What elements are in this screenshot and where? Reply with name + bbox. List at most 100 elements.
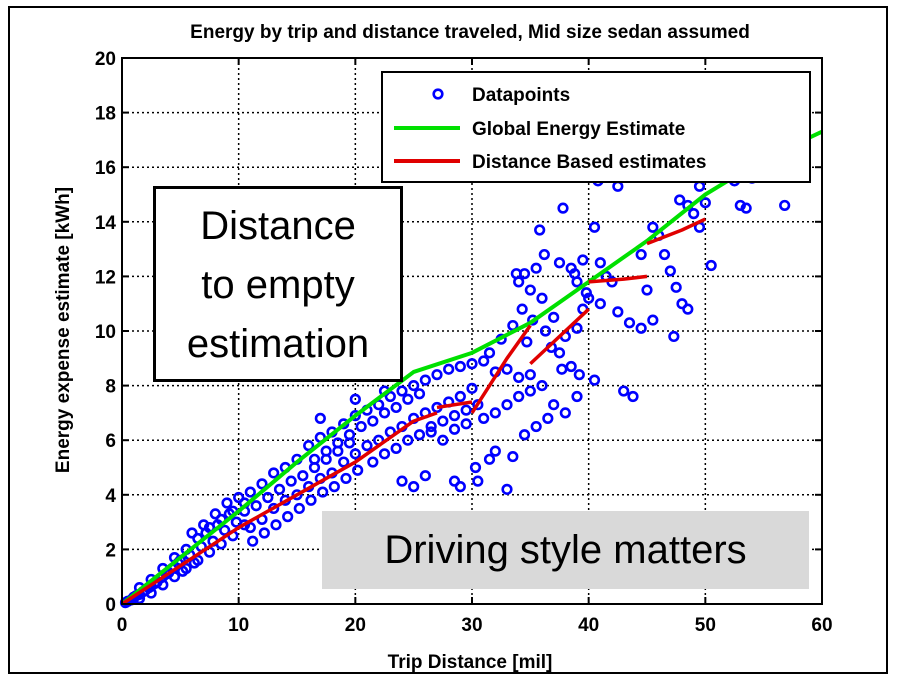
datapoint <box>297 470 309 482</box>
y-axis-label: Energy expense estimate [kWh] <box>53 187 74 473</box>
datapoint <box>145 587 157 599</box>
distance-estimate-segment <box>436 400 473 410</box>
datapoint <box>478 355 490 367</box>
datapoint <box>534 224 546 236</box>
datapoint <box>524 385 536 397</box>
legend-label: Distance Based estimates <box>472 152 706 173</box>
y-tick-label: 18 <box>95 104 116 125</box>
datapoint <box>740 202 752 214</box>
y-tick-label: 12 <box>95 267 116 288</box>
datapoint <box>244 486 256 498</box>
datapoint <box>466 382 478 394</box>
datapoint <box>437 434 449 446</box>
datapoint <box>454 481 466 493</box>
callout-line-3: estimation <box>186 322 370 366</box>
datapoint <box>612 306 624 318</box>
datapoint <box>384 390 396 403</box>
datapoint <box>221 497 233 509</box>
datapoint <box>390 401 402 414</box>
datapoint <box>448 410 461 422</box>
datapoint <box>627 390 639 403</box>
datapoint <box>425 420 437 433</box>
datapoint <box>571 390 583 403</box>
datapoint <box>157 579 169 591</box>
datapoint <box>513 371 525 384</box>
datapoint <box>413 429 426 441</box>
datapoint <box>682 303 694 315</box>
y-tick-label: 2 <box>105 540 116 561</box>
datapoint <box>524 369 536 381</box>
datapoint <box>396 385 408 397</box>
datapoint <box>367 456 379 468</box>
datapoint <box>198 519 210 531</box>
driving-style-callout: Driving style matters <box>322 511 809 589</box>
datapoint <box>303 440 315 452</box>
datapoint <box>408 481 420 493</box>
datapoint <box>349 448 361 460</box>
datapoint <box>478 412 490 424</box>
datapoint <box>425 426 437 438</box>
x-tick-label: 0 <box>117 615 128 636</box>
datapoint <box>454 390 466 403</box>
datapoint <box>314 412 326 424</box>
datapoint <box>338 456 350 468</box>
datapoint <box>536 292 548 304</box>
datapoint <box>448 423 461 435</box>
datapoint <box>273 483 286 495</box>
datapoint <box>513 390 525 403</box>
datapoint <box>618 385 630 397</box>
datapoint <box>580 287 592 299</box>
y-tick-label: 6 <box>105 431 116 452</box>
datapoint <box>460 418 472 430</box>
y-tick-label: 14 <box>95 213 117 234</box>
datapoint <box>244 521 256 534</box>
datapoint <box>635 322 647 334</box>
datapoint <box>402 434 414 446</box>
y-tick-label: 4 <box>105 486 116 507</box>
datapoint <box>489 445 501 457</box>
datapoint <box>317 486 329 498</box>
chart-title: Energy by trip and distance traveled, Mi… <box>190 22 750 43</box>
datapoint <box>352 464 364 476</box>
datapoint <box>390 442 402 454</box>
datapoint <box>431 369 443 381</box>
y-tick-label: 16 <box>95 158 116 179</box>
datapoint <box>548 399 560 411</box>
datapoint <box>402 393 414 405</box>
datapoint <box>556 363 568 375</box>
datapoint <box>168 571 181 583</box>
datapoint <box>247 535 259 547</box>
datapoint <box>469 461 482 474</box>
x-tick-label: 30 <box>461 615 482 636</box>
datapoint <box>349 393 361 405</box>
x-tick-label: 10 <box>228 615 249 636</box>
datapoint <box>177 565 189 577</box>
x-tick-label: 50 <box>695 615 716 636</box>
datapoint <box>501 363 513 375</box>
x-tick-label: 40 <box>578 615 599 636</box>
datapoint <box>483 347 496 359</box>
datapoint <box>340 472 352 485</box>
datapoint <box>670 281 682 293</box>
datapoint <box>233 491 245 504</box>
datapoint <box>647 221 659 233</box>
callout-line-1: Distance <box>200 204 356 248</box>
datapoint <box>443 363 455 375</box>
datapoint <box>448 475 461 487</box>
datapoint <box>282 511 294 523</box>
y-tick-label: 0 <box>105 595 116 616</box>
distance-to-empty-callout: Distance to empty estimation <box>153 186 403 382</box>
datapoint <box>413 388 426 400</box>
callout-line-2: to empty <box>201 263 355 307</box>
datapoint <box>209 508 221 520</box>
datapoint <box>419 470 431 482</box>
datapoint <box>594 298 606 310</box>
axes-box <box>121 57 823 605</box>
datapoint <box>530 262 542 274</box>
legend-label: Datapoints <box>472 85 570 106</box>
datapoint <box>230 516 242 528</box>
datapoint <box>355 420 367 433</box>
datapoint <box>305 494 317 506</box>
distance-estimate-segment <box>121 411 438 606</box>
datapoint <box>699 197 711 209</box>
